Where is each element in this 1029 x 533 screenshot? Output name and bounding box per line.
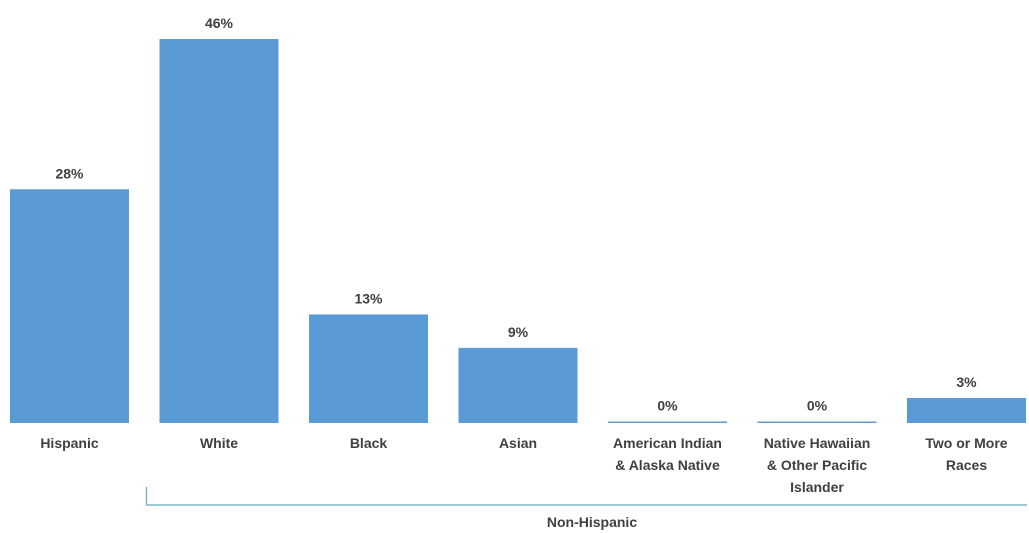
bar-0 (10, 189, 129, 423)
category-label-2: Black (350, 435, 388, 451)
value-label-6: 3% (956, 374, 977, 390)
category-label-5: Native Hawaiian & Other Pacific Islander (764, 435, 871, 495)
value-label-4: 0% (657, 398, 678, 414)
category-label-4: American Indian & Alaska Native (613, 435, 722, 473)
bar-5 (757, 421, 877, 423)
bars-group (10, 39, 1026, 423)
value-label-1: 46% (205, 15, 234, 31)
value-label-5: 0% (807, 398, 828, 414)
bar-3 (458, 347, 578, 423)
bar-6 (907, 397, 1026, 423)
bar-2 (309, 314, 428, 423)
category-label-3: Asian (499, 435, 537, 451)
category-labels-group: Hispanic White Black Asian American Indian & … (40, 435, 1007, 495)
group-bracket: Non-Hispanic (145, 487, 1027, 530)
group-bracket-line (145, 487, 1027, 506)
category-label-6: Two or More Races (925, 435, 1007, 473)
bar-1 (159, 39, 279, 423)
value-label-3: 9% (508, 324, 529, 340)
value-label-0: 28% (55, 165, 84, 181)
bar-4 (608, 421, 727, 423)
category-label-0: Hispanic (40, 435, 99, 451)
group-bracket-label: Non-Hispanic (547, 514, 637, 530)
value-label-2: 13% (354, 290, 383, 306)
value-labels-group: 28% 46% 13% 9% 0% 0% 3% (55, 15, 977, 414)
category-label-1: White (200, 435, 238, 451)
